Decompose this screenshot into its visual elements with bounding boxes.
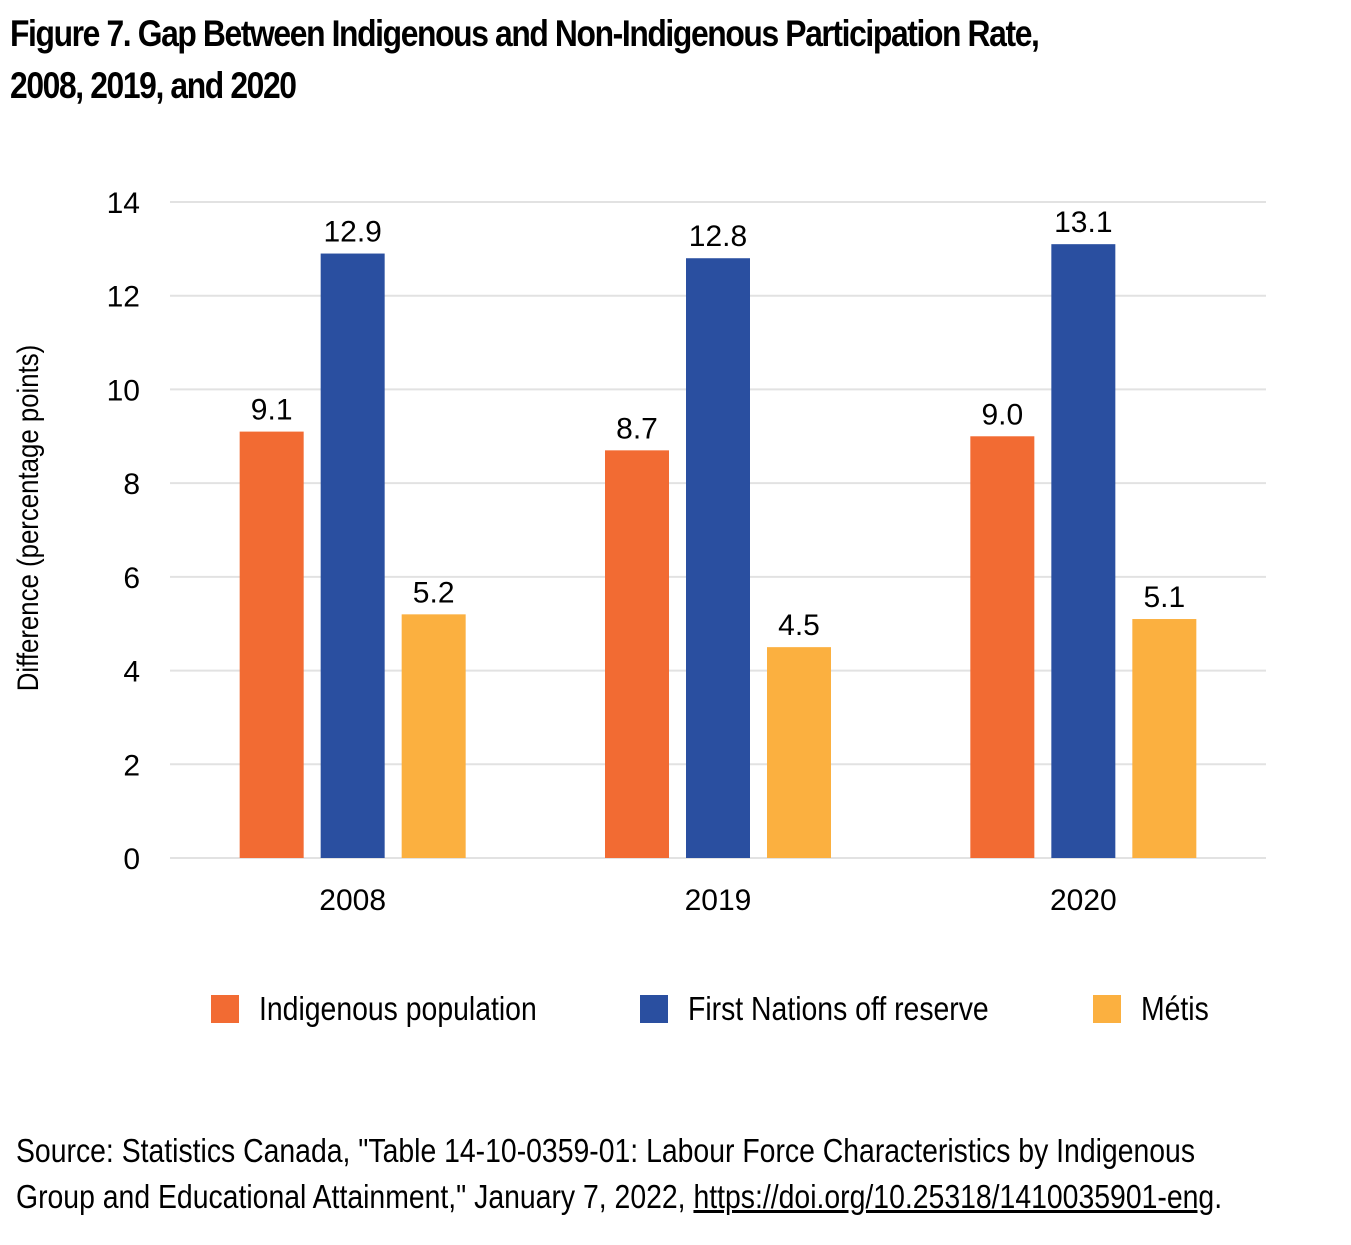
x-tick-label: 2019 (685, 884, 752, 917)
data-label: 12.8 (689, 220, 747, 253)
y-tick-label: 2 (123, 749, 140, 782)
legend: Indigenous population First Nations off … (0, 990, 1351, 1040)
chart-title: Figure 7. Gap Between Indigenous and Non… (10, 8, 1334, 112)
data-label: 8.7 (616, 412, 658, 445)
data-label: 9.1 (251, 394, 293, 427)
bar (605, 450, 669, 858)
data-label: 4.5 (778, 609, 820, 642)
y-axis-label: Difference (percentage points) (11, 345, 44, 691)
bar (1051, 244, 1116, 858)
bar (1132, 619, 1197, 858)
bar (970, 436, 1035, 858)
x-tick-label: 2008 (319, 884, 386, 917)
legend-label: Métis (1141, 990, 1209, 1027)
x-tick-label: 2020 (1050, 884, 1117, 917)
legend-item-metis: Métis (1093, 990, 1220, 1028)
y-tick-label: 14 (107, 187, 140, 220)
legend-item-first-nations-off-reserve: First Nations off reserve (640, 990, 1038, 1028)
chart-title-line-2: 2008, 2019, and 2020 (10, 65, 297, 106)
x-axis-ticks: 2008 2019 2020 (319, 884, 1116, 917)
bar (686, 258, 750, 858)
source-note: Source: Statistics Canada, "Table 14-10-… (16, 1128, 1222, 1220)
legend-label: Indigenous population (259, 990, 537, 1027)
bars (239, 244, 1197, 859)
legend-label: First Nations off reserve (688, 990, 989, 1027)
data-label: 9.0 (981, 398, 1023, 431)
bar (320, 253, 385, 859)
chart-title-line-1: Figure 7. Gap Between Indigenous and Non… (10, 13, 1040, 54)
source-line-1: Source: Statistics Canada, "Table 14-10-… (16, 1132, 1196, 1169)
bar-chart: 0 2 4 6 8 10 12 14 9.1 12.9 5.2 8.7 12.8 4.5 9.0 13.1 5… (11, 187, 1266, 917)
data-label: 5.2 (413, 576, 455, 609)
y-tick-label: 12 (107, 281, 140, 314)
data-label: 13.1 (1054, 206, 1112, 239)
legend-item-indigenous-population: Indigenous population (211, 990, 582, 1028)
y-tick-label: 0 (123, 843, 140, 876)
y-axis-ticks: 0 2 4 6 8 10 12 14 (107, 187, 140, 876)
bar (401, 614, 466, 858)
data-label: 5.1 (1143, 581, 1185, 614)
source-text: Group and Educational Attainment," Janua… (16, 1178, 694, 1215)
legend-swatch-metis (1093, 995, 1121, 1023)
data-labels: 9.1 12.9 5.2 8.7 12.8 4.5 9.0 13.1 5.1 (251, 206, 1185, 642)
legend-swatch-indigenous-population (211, 995, 239, 1023)
source-line-2: Group and Educational Attainment," Janua… (16, 1174, 1222, 1220)
y-tick-label: 4 (123, 656, 140, 689)
legend-swatch-first-nations-off-reserve (640, 995, 668, 1023)
y-tick-label: 10 (107, 374, 140, 407)
bar (239, 431, 304, 858)
source-period: . (1214, 1178, 1223, 1215)
bar (767, 647, 831, 858)
data-label: 12.9 (323, 216, 381, 249)
source-link[interactable]: https://doi.org/10.25318/1410035901-eng (693, 1178, 1215, 1215)
y-tick-label: 8 (123, 468, 140, 501)
y-tick-label: 6 (123, 562, 140, 595)
